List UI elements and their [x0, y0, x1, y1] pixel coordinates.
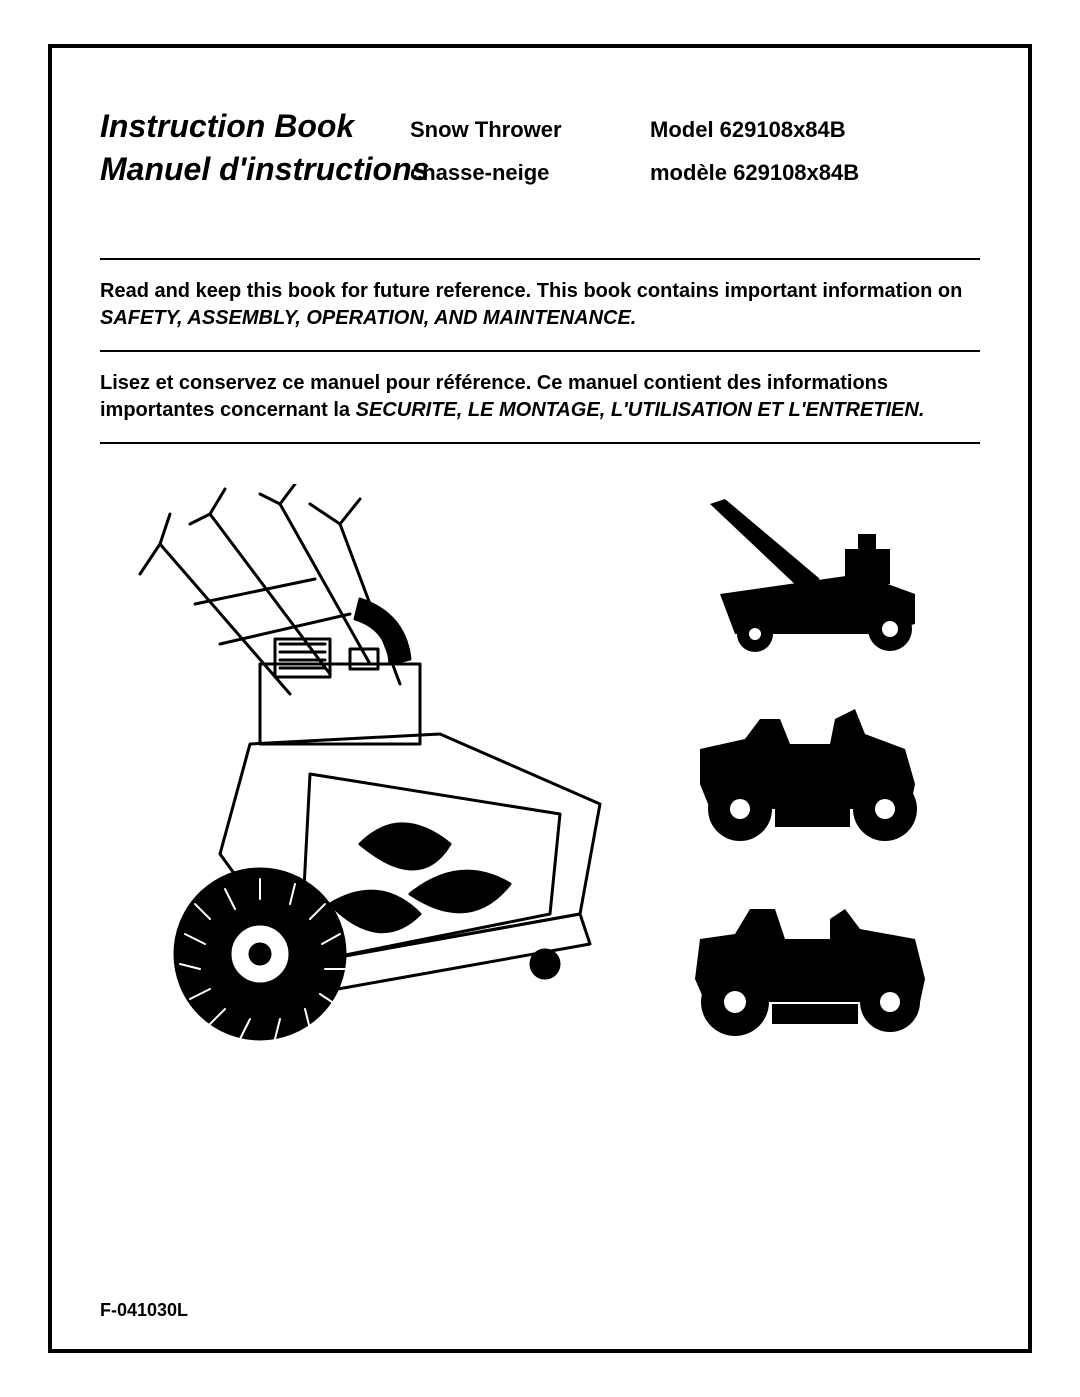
product-en: Snow Thrower — [410, 117, 650, 143]
equipment-silhouettes — [640, 484, 980, 1084]
divider — [100, 258, 980, 260]
divider — [100, 350, 980, 352]
model-en: Model 629108x84B — [650, 117, 980, 143]
notice-fr-emph: SECURITE, LE MONTAGE, L'UTILISATION ET L… — [356, 399, 925, 421]
notice-en-lead: Read and keep this book for future refer… — [100, 280, 962, 302]
notice-en: Read and keep this book for future refer… — [100, 278, 980, 332]
figure-area — [100, 484, 980, 1084]
divider — [100, 442, 980, 444]
model-fr: modèle 629108x84B — [650, 160, 980, 186]
document-number: F-041030L — [100, 1300, 188, 1321]
push-mower-icon — [680, 494, 940, 654]
notice-fr: Lisez et conservez ce manuel pour référe… — [100, 370, 980, 424]
snow-thrower-illustration — [100, 484, 620, 1084]
title-fr: Manuel d'instructions — [100, 151, 410, 188]
garden-tractor-icon — [680, 884, 940, 1044]
riding-mower-icon — [680, 689, 940, 849]
title-en: Instruction Book — [100, 108, 410, 145]
product-fr: chasse-neige — [410, 160, 650, 186]
header: Instruction Book Snow Thrower Model 6291… — [100, 108, 980, 188]
notice-en-emph: SAFETY, ASSEMBLY, OPERATION, AND MAINTEN… — [100, 307, 636, 329]
